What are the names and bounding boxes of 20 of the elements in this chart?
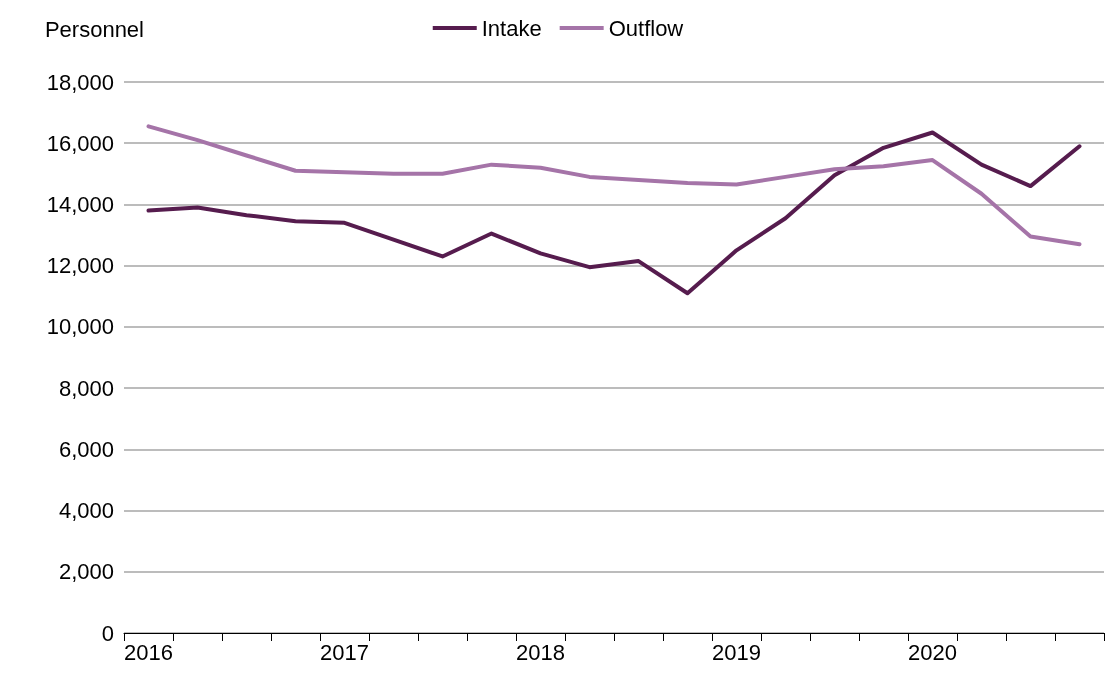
x-tick-label: 2019 [712, 639, 761, 665]
y-tick-label: 6,000 [58, 436, 114, 462]
y-tick-label: 2,000 [58, 559, 114, 585]
x-tick-label: 2018 [516, 639, 565, 665]
y-tick-label: 16,000 [46, 130, 114, 156]
y-tick-label: 14,000 [46, 191, 114, 217]
line-series [146, 130, 1082, 296]
x-tick-label: 2016 [124, 639, 173, 665]
y-axis-title: Personnel [44, 16, 144, 42]
x-tick-label: 2017 [320, 639, 369, 665]
y-tick-label: 4,000 [58, 498, 114, 524]
y-tick-label: 10,000 [46, 314, 114, 340]
legend-label: Outflow [608, 15, 684, 41]
y-tick-label: 0 [101, 620, 114, 646]
y-tick-label: 12,000 [46, 253, 114, 279]
y-tick-label: 18,000 [46, 69, 114, 95]
legend-label: Intake [481, 15, 542, 41]
y-tick-label: 8,000 [58, 375, 114, 401]
x-tick-label: 2020 [908, 639, 957, 665]
line-series [146, 124, 1082, 247]
